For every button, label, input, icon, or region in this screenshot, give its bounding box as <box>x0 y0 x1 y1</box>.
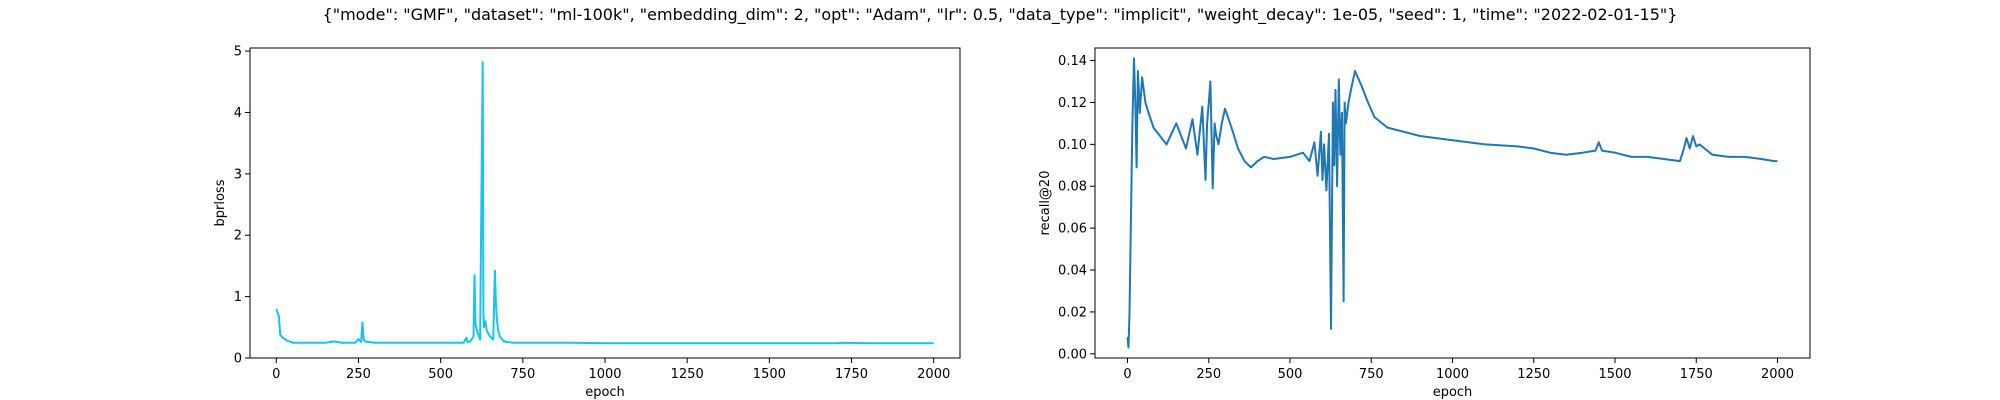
figure-title: {"mode": "GMF", "dataset": "ml-100k", "e… <box>323 5 1678 25</box>
recall-y-tick-label: 0.02 <box>1058 305 1087 320</box>
bprloss-x-tick-label: 0 <box>272 367 280 382</box>
bprloss-plot: 0 250 500 750 1000 1250 1500 1750 2000 0 1 2 3 4 5 epoc… <box>213 45 961 400</box>
recall-y-axis-label: recall@20 <box>1038 171 1053 236</box>
recall-axes-frame <box>1094 47 1811 359</box>
recall-y-tick-label: 0.14 <box>1058 54 1087 69</box>
recall-x-tick-label: 1500 <box>1598 367 1631 382</box>
recall-x-tick-label: 1750 <box>1680 367 1713 382</box>
bprloss-y-tick-label: 2 <box>234 229 242 244</box>
bprloss-x-tick-label: 1500 <box>753 367 786 382</box>
bprloss-x-tick-label: 1250 <box>671 367 704 382</box>
recall-y-tick-label: 0.10 <box>1058 138 1087 153</box>
recall-plot: 0 250 500 750 1000 1250 1500 1750 2000 0.00 0.02 0.… <box>1038 47 1811 400</box>
recall-x-tick-label: 0 <box>1123 367 1131 382</box>
recall-series-line <box>1126 57 1778 349</box>
recall-y-tick-label: 0.04 <box>1058 264 1087 279</box>
recall-x-tick-label: 1250 <box>1517 367 1550 382</box>
recall-y-tick-label: 0.08 <box>1058 180 1087 195</box>
bprloss-y-tick-label: 3 <box>234 167 242 182</box>
recall-x-tick-label: 2000 <box>1761 367 1794 382</box>
recall-x-tick-label: 250 <box>1196 367 1221 382</box>
bprloss-y-axis-label: bprloss <box>213 179 228 226</box>
recall-y-tick-label: 0.12 <box>1058 96 1087 111</box>
recall-y-tick-label: 0.00 <box>1058 347 1087 362</box>
bprloss-y-tick-label: 0 <box>234 352 242 367</box>
bprloss-x-axis-label: epoch <box>585 385 625 400</box>
recall-x-tick-label: 500 <box>1278 367 1303 382</box>
bprloss-x-tick-label: 2000 <box>917 367 950 382</box>
bprloss-x-tick-label: 750 <box>510 367 535 382</box>
recall-x-tick-label: 1000 <box>1436 367 1469 382</box>
bprloss-y-tick-label: 1 <box>234 290 242 305</box>
bprloss-x-tick-label: 1750 <box>835 367 868 382</box>
bprloss-series-line <box>275 61 934 345</box>
bprloss-y-tick-label: 4 <box>234 106 242 121</box>
recall-x-axis-label: epoch <box>1433 385 1473 400</box>
bprloss-x-tick-label: 1000 <box>588 367 621 382</box>
recall-y-tick-label: 0.06 <box>1058 222 1087 237</box>
bprloss-axes-frame <box>249 47 961 359</box>
recall-x-tick-label: 750 <box>1359 367 1384 382</box>
bprloss-x-tick-label: 500 <box>428 367 453 382</box>
bprloss-y-tick-label: 5 <box>234 45 242 60</box>
bprloss-x-tick-label: 250 <box>346 367 371 382</box>
